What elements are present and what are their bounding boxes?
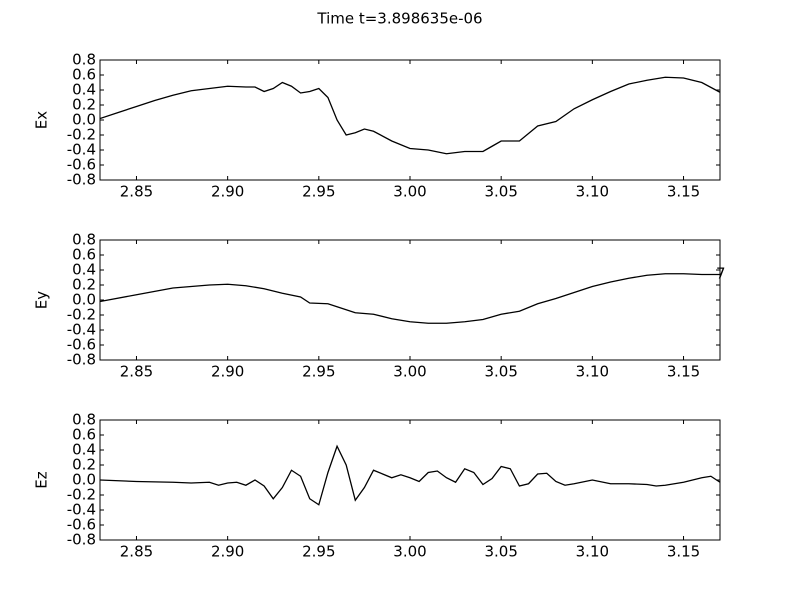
- y-tick-label: 0.2: [72, 96, 96, 114]
- data-line: [100, 444, 720, 506]
- x-tick-label: 3.15: [667, 183, 700, 201]
- x-tick-label: 3.00: [393, 363, 426, 381]
- subplot: -0.8-0.6-0.4-0.20.00.20.40.60.8 2.85 2.90 2…: [33, 51, 721, 201]
- y-tick-label: 0.0: [72, 291, 96, 309]
- y-tick-label: -0.8: [67, 351, 96, 369]
- y-tick-label: 0.8: [72, 411, 96, 429]
- x-tick-label: 2.95: [302, 183, 335, 201]
- x-tick-label: 2.90: [211, 363, 244, 381]
- x-tick-label: 3.10: [576, 363, 609, 381]
- y-tick-label: 0.4: [72, 261, 96, 279]
- x-tick-label: 2.95: [302, 543, 335, 561]
- y-tick-label: -0.4: [67, 321, 96, 339]
- y-tick-label: -0.6: [67, 336, 96, 354]
- y-tick-label: -0.2: [67, 486, 96, 504]
- x-tick-label: 2.90: [211, 183, 244, 201]
- x-tick-label: 3.15: [667, 543, 700, 561]
- y-tick-label: 0.6: [72, 246, 96, 264]
- x-tick-label: 2.85: [120, 543, 153, 561]
- y-tick-label: -0.4: [67, 501, 96, 519]
- y-tick-label: -0.8: [67, 531, 96, 549]
- y-tick-label: 0.4: [72, 441, 96, 459]
- y-axis-label: Ey: [33, 291, 51, 309]
- x-tick-label: 3.15: [667, 363, 700, 381]
- x-tick-label: 2.85: [120, 363, 153, 381]
- y-tick-label: 0.6: [72, 426, 96, 444]
- x-tick-label: 2.95: [302, 363, 335, 381]
- y-tick-label: 0.8: [72, 51, 96, 69]
- annotation: 7: [716, 265, 726, 283]
- plot-area: [100, 273, 720, 324]
- y-tick-label: -0.2: [67, 306, 96, 324]
- x-tick-label: 2.85: [120, 183, 153, 201]
- y-axis-label: Ex: [33, 111, 51, 129]
- y-tick-label: 0.2: [72, 276, 96, 294]
- y-tick-label: -0.6: [67, 156, 96, 174]
- subplot: -0.8-0.6-0.4-0.20.00.20.40.60.8 2.85 2.90 2…: [33, 411, 721, 561]
- figure-title: Time t=3.898635e-06: [316, 10, 482, 28]
- y-tick-label: 0.6: [72, 66, 96, 84]
- x-tick-label: 3.05: [484, 543, 517, 561]
- x-tick-label: 3.05: [484, 183, 517, 201]
- y-tick-label: 0.8: [72, 231, 96, 249]
- plot-area: [100, 76, 720, 155]
- x-tick-label: 3.10: [576, 183, 609, 201]
- subplot: -0.8-0.6-0.4-0.20.00.20.40.60.8 2.85 2.90 2…: [33, 231, 726, 381]
- y-tick-label: -0.4: [67, 141, 96, 159]
- x-tick-label: 3.00: [393, 543, 426, 561]
- y-tick-label: 0.0: [72, 111, 96, 129]
- data-line: [100, 273, 720, 324]
- x-tick-label: 2.90: [211, 543, 244, 561]
- data-line: [100, 76, 720, 155]
- x-tick-label: 3.10: [576, 543, 609, 561]
- y-tick-label: -0.6: [67, 516, 96, 534]
- y-tick-label: -0.8: [67, 171, 96, 189]
- y-tick-label: 0.2: [72, 456, 96, 474]
- y-tick-label: 0.4: [72, 81, 96, 99]
- y-tick-label: -0.2: [67, 126, 96, 144]
- x-tick-label: 3.00: [393, 183, 426, 201]
- x-tick-label: 3.05: [484, 363, 517, 381]
- y-tick-label: 0.0: [72, 471, 96, 489]
- plot-area: [100, 444, 720, 506]
- y-axis-label: Ez: [33, 471, 51, 488]
